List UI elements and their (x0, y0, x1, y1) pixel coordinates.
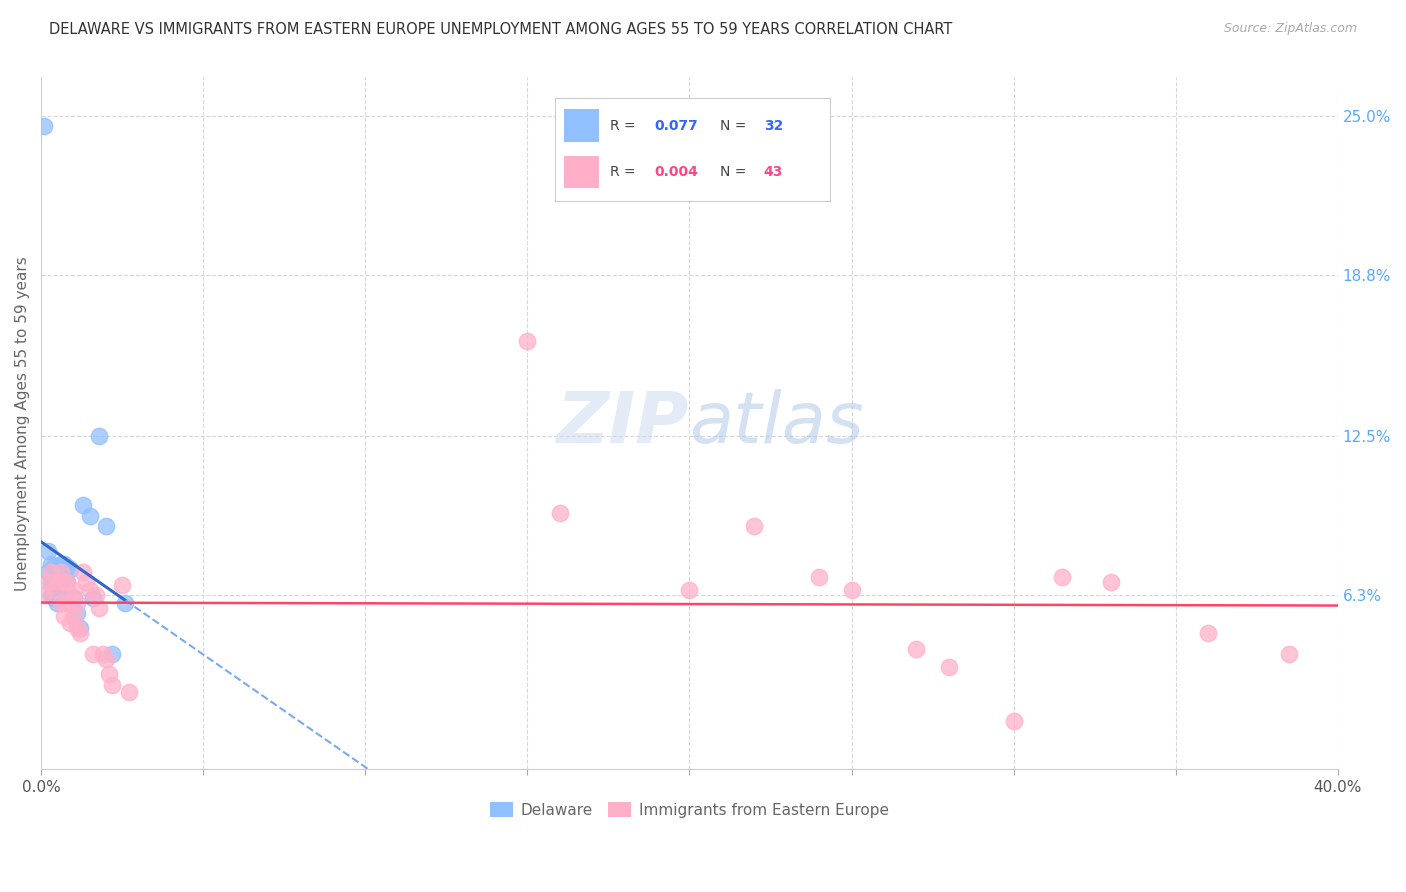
Point (938, 660, 960, 674)
Text: 0.077: 0.077 (654, 119, 697, 133)
Bar (564, 110, 599, 142)
Point (1278, 647, 1301, 661)
Point (42, 591, 65, 605)
Point (56, 596, 79, 610)
Point (101, 647, 124, 661)
Text: N =: N = (720, 119, 751, 133)
Text: 0.004: 0.004 (654, 165, 697, 179)
Point (79, 582, 101, 597)
Point (62, 608, 84, 623)
Point (42, 573, 65, 587)
Y-axis label: Unemployment Among Ages 55 to 59 years: Unemployment Among Ages 55 to 59 years (15, 256, 30, 591)
Point (548, 506, 571, 520)
Point (69, 621, 91, 635)
Point (52, 575, 75, 590)
Point (82, 591, 104, 605)
Point (516, 334, 538, 349)
Point (52, 558, 75, 572)
Point (66, 606, 89, 620)
Point (46, 596, 69, 610)
Point (46, 575, 69, 590)
Point (808, 570, 831, 584)
Point (49, 565, 72, 579)
Point (1002, 714, 1025, 728)
Point (1050, 570, 1073, 584)
Point (52, 573, 75, 587)
Point (79, 508, 101, 523)
Bar (564, 155, 599, 188)
Point (841, 582, 863, 597)
Text: 43: 43 (763, 165, 783, 179)
Text: N =: N = (720, 165, 751, 179)
Point (56, 560, 79, 574)
Point (82, 647, 104, 661)
Point (72, 499, 94, 513)
Point (39, 558, 62, 572)
Point (111, 578, 134, 592)
Point (49, 573, 72, 587)
Text: ZIP: ZIP (557, 389, 689, 458)
Legend: Delaware, Immigrants from Eastern Europe: Delaware, Immigrants from Eastern Europe (484, 796, 894, 824)
Point (59, 588, 82, 602)
Point (1099, 575, 1122, 590)
Text: R =: R = (610, 165, 640, 179)
Point (101, 678, 124, 692)
Text: DELAWARE VS IMMIGRANTS FROM EASTERN EUROPE UNEMPLOYMENT AMONG AGES 55 TO 59 YEAR: DELAWARE VS IMMIGRANTS FROM EASTERN EURO… (49, 22, 953, 37)
Text: Source: ZipAtlas.com: Source: ZipAtlas.com (1223, 22, 1357, 36)
Point (56, 575, 79, 590)
Point (49, 596, 72, 610)
Point (69, 626, 91, 640)
Point (76, 575, 98, 590)
Point (39, 565, 62, 579)
Point (34, 588, 56, 602)
Point (52, 588, 75, 602)
Point (39, 588, 62, 602)
Point (59, 616, 82, 631)
Point (62, 582, 84, 597)
Point (37, 565, 59, 579)
Point (37, 544, 59, 558)
Point (72, 565, 94, 579)
Point (59, 588, 82, 602)
Point (905, 641, 928, 656)
Point (37, 575, 59, 590)
Point (678, 582, 700, 597)
Point (117, 685, 139, 699)
Point (66, 621, 89, 635)
Point (46, 580, 69, 594)
Text: 32: 32 (763, 119, 783, 133)
Point (91, 647, 114, 661)
Point (34, 119, 56, 133)
Point (742, 519, 765, 533)
Point (1197, 626, 1219, 640)
Point (114, 596, 136, 610)
Point (62, 591, 84, 605)
Point (94, 519, 117, 533)
Point (49, 558, 72, 572)
Point (46, 562, 69, 576)
Point (59, 562, 82, 576)
Point (89, 600, 111, 615)
Point (56, 575, 79, 590)
Point (52, 608, 75, 623)
Point (49, 588, 72, 602)
Point (42, 582, 65, 597)
Point (39, 575, 62, 590)
Point (94, 652, 117, 666)
Point (66, 596, 89, 610)
Point (89, 429, 111, 443)
Text: atlas: atlas (689, 389, 865, 458)
Point (84, 588, 107, 602)
Point (42, 560, 65, 574)
Text: R =: R = (610, 119, 640, 133)
Point (98, 667, 121, 681)
